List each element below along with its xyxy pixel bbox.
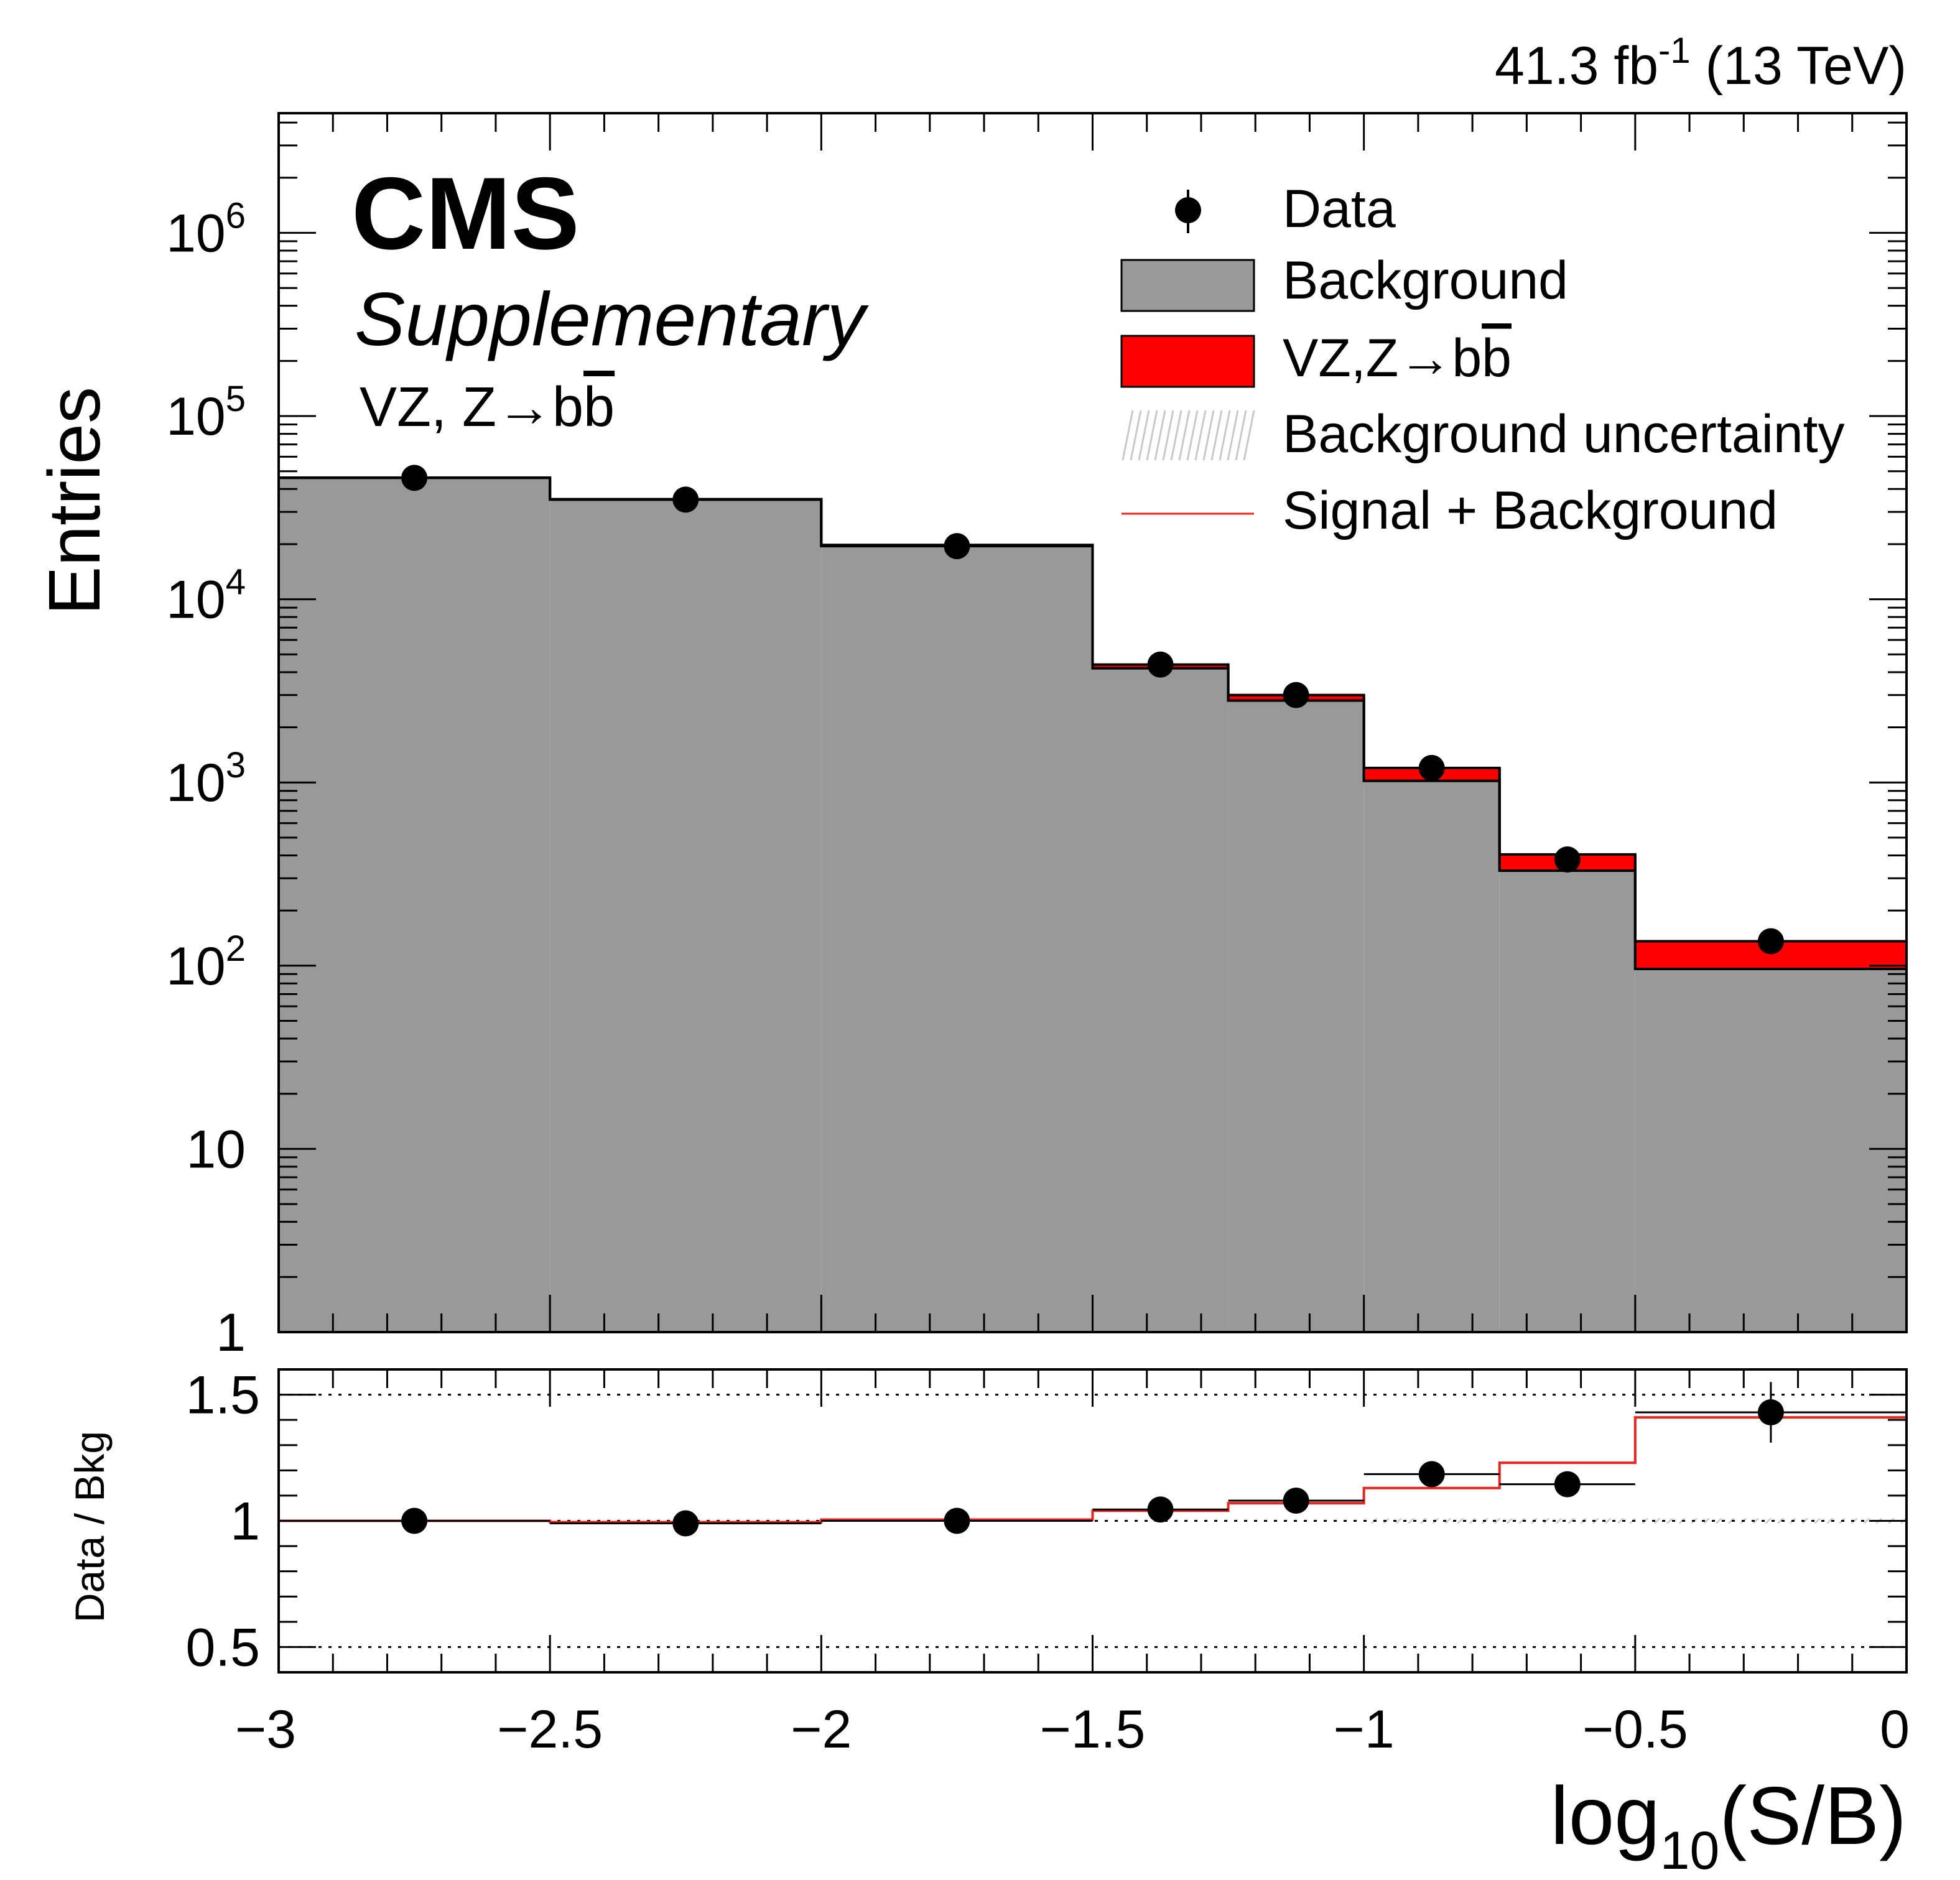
background-bar (1363, 780, 1500, 1332)
y-tick-label: 104 (166, 562, 246, 630)
ratio-y-tick-label: 1.5 (185, 1366, 260, 1425)
data-ratio-point (672, 1510, 699, 1537)
supplementary-label: Supplementary (355, 277, 870, 361)
y-tick-label: 103 (166, 745, 246, 813)
y-tick-label: 106 (166, 195, 246, 263)
legend-data-label: Data (1283, 179, 1396, 239)
hatch-stroke (1146, 410, 1158, 461)
lumi-value: 41.3 fb (1495, 36, 1658, 96)
legend-entry-uncertainty: Background uncertainty (1122, 404, 1845, 464)
process-bbar: b (583, 376, 615, 438)
process-label: VZ, Z→bb (360, 376, 615, 438)
legend-entry-data: Data (1175, 179, 1396, 239)
x-axis-title-sub: 10 (1660, 1821, 1720, 1880)
uncertainty-hatch-swatch (1122, 410, 1255, 461)
legend-entry-signal: VZ,Z→bb (1120, 328, 1512, 388)
energy-label: (13 TeV) (1706, 36, 1907, 96)
hatch-stroke (1122, 410, 1134, 461)
y-tick-label: 10 (186, 1119, 246, 1179)
data-point (1418, 754, 1445, 781)
ratio-y-axis-title: Data / Bkg (67, 1431, 113, 1623)
data-point (401, 465, 428, 491)
lumi-exponent: -1 (1658, 30, 1691, 71)
hatch-stroke (1194, 410, 1207, 461)
x-tick-label: −1 (1334, 1700, 1395, 1759)
legend-signal-label: VZ,Z→bb (1283, 328, 1512, 388)
y-tick-label: 102 (166, 928, 246, 996)
cms-label: CMS (351, 156, 580, 271)
legend-entry-background: Background (1120, 251, 1568, 312)
data-ratio-point (401, 1507, 428, 1534)
ratio-panel (279, 1382, 1907, 1648)
background-bar (279, 478, 550, 1332)
ratio-axes: 0.5 1 1.5 −3 −2.5 −2 −1.5 −1 −0.5 0 (185, 1366, 1910, 1759)
data-ratio-point (1418, 1461, 1445, 1488)
data-point (1283, 682, 1309, 708)
data-point (1147, 651, 1174, 678)
background-bar (1499, 871, 1635, 1332)
hatch-stroke (1178, 410, 1191, 461)
x-tick-label: 0 (1880, 1700, 1910, 1759)
lumi-label: 41.3 fb-1 (13 TeV) (1495, 30, 1907, 96)
data-point (672, 486, 699, 513)
background-bar (1228, 700, 1364, 1332)
legend-sig-plus-bkg-label: Signal + Background (1283, 481, 1778, 540)
data-ratio-point (944, 1507, 970, 1534)
background-bar (550, 499, 822, 1332)
data-point (944, 533, 970, 560)
legend-uncertainty-label: Background uncertainty (1283, 404, 1845, 464)
x-tick-label: −3 (235, 1700, 296, 1759)
x-tick-label: −1.5 (1040, 1700, 1146, 1759)
legend-entry-sig-plus-bkg: Signal + Background (1122, 481, 1778, 540)
hatch-stroke (1162, 410, 1174, 461)
hatch-stroke (1170, 410, 1182, 461)
hatch-stroke (1202, 410, 1215, 461)
x-tick-label: −0.5 (1582, 1700, 1688, 1759)
background-bar (1092, 668, 1228, 1332)
hatch-stroke (1219, 410, 1231, 461)
main-stack (279, 476, 1907, 1333)
hatch-stroke (1186, 410, 1199, 461)
y-axis-title: Entries (34, 387, 116, 615)
hatch-stroke (1130, 410, 1142, 461)
x-axis-title: log10(S/B) (1550, 1770, 1907, 1880)
legend-signal-bbar: b (1482, 328, 1512, 388)
data-ratio-point (1283, 1488, 1309, 1514)
main-data-points (401, 465, 1784, 955)
legend-background-label: Background (1283, 251, 1568, 310)
hatch-stroke (1210, 410, 1223, 461)
hatch-stroke (1227, 410, 1239, 461)
ratio-y-tick-label: 1 (230, 1492, 260, 1552)
x-tick-label: −2.5 (497, 1700, 603, 1759)
ratio-panel-frame (277, 1368, 1908, 1674)
ratio-y-tick-label: 0.5 (185, 1618, 260, 1677)
x-axis-title-log: log (1550, 1770, 1660, 1861)
data-point (1554, 846, 1581, 873)
background-bar (821, 546, 1093, 1333)
background-bar (1635, 969, 1907, 1332)
hatch-stroke (1154, 410, 1166, 461)
hatch-stroke (1235, 410, 1247, 461)
x-axis-title-tail: (S/B) (1719, 1770, 1907, 1861)
data-point (1757, 928, 1784, 955)
data-ratio-point (1554, 1471, 1581, 1498)
data-ratio-point (1147, 1496, 1174, 1523)
hatch-stroke (1243, 410, 1255, 461)
legend: Data Background VZ,Z→bb Background uncer… (1120, 179, 1845, 540)
x-tick-label: −2 (791, 1700, 852, 1759)
y-tick-label: 105 (166, 379, 246, 447)
main-panel-frame (277, 112, 1908, 1333)
sig-plus-bkg-ratio-line (279, 1416, 1907, 1524)
y-tick-label: 1 (216, 1303, 246, 1363)
data-ratio-point (1757, 1399, 1784, 1425)
hatch-stroke (1138, 410, 1150, 461)
